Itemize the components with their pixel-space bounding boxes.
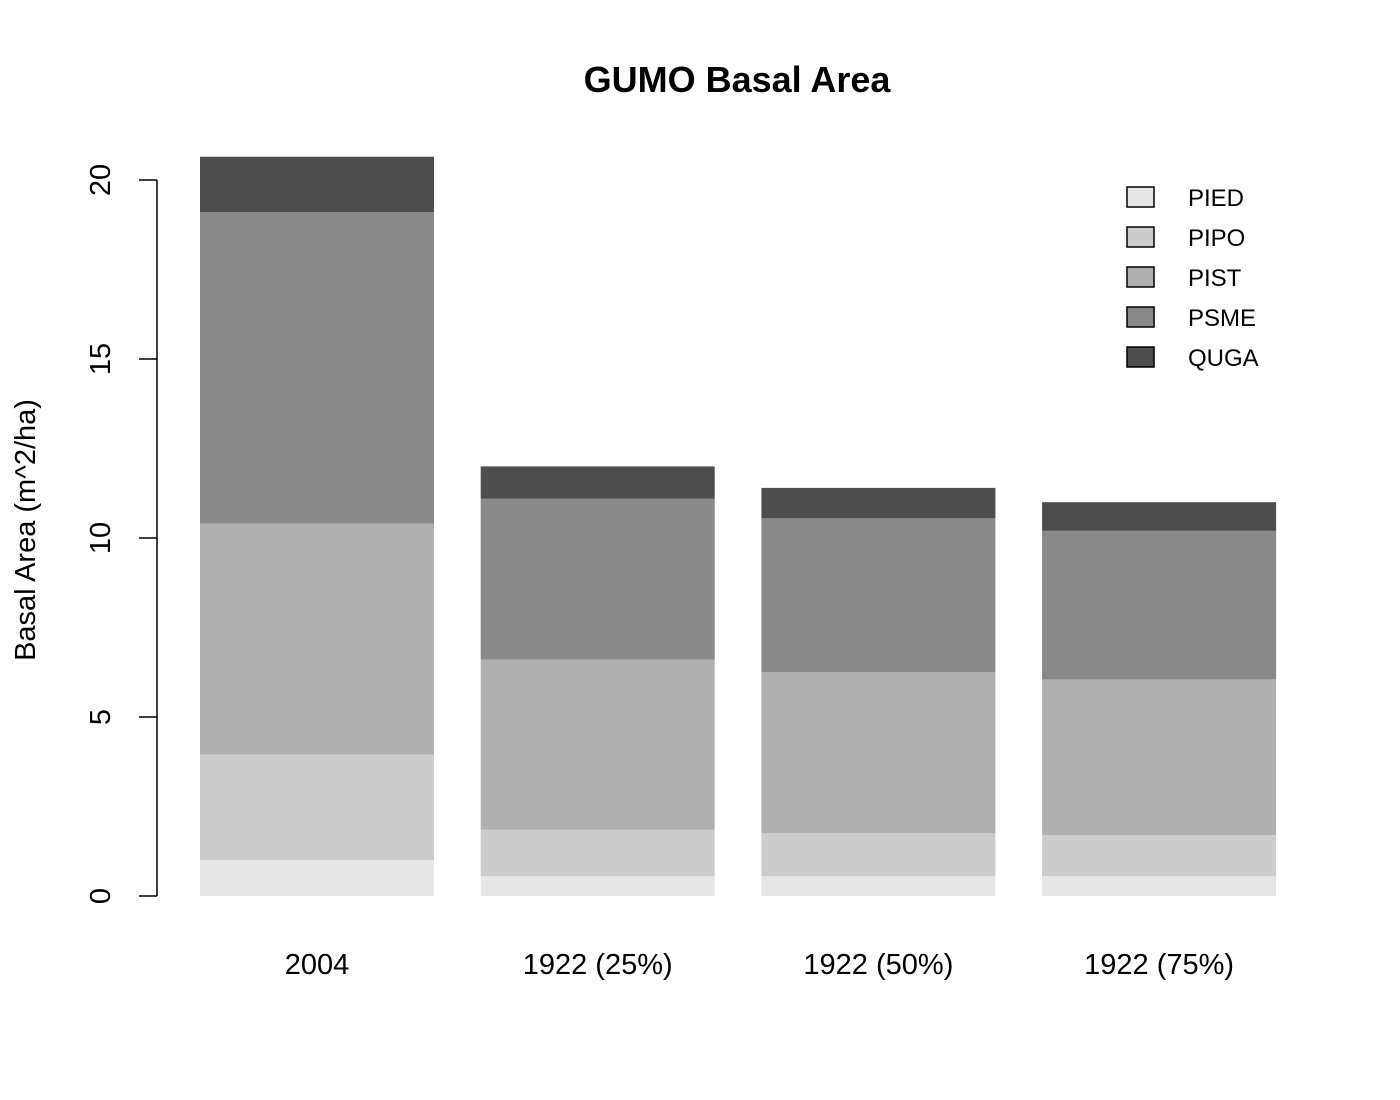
bar-segment-pist (1042, 679, 1277, 836)
bar-stack (761, 487, 996, 896)
y-axis: 0 5 10 15 20 (85, 164, 158, 904)
bar-segment-psme (1042, 530, 1277, 680)
bar-segment-pipo (200, 754, 434, 861)
legend-label: PSME (1188, 305, 1256, 332)
bar-segment-psme (480, 498, 715, 660)
bar-segment-pist (200, 523, 434, 755)
bar-segment-psme (761, 518, 996, 673)
bar-segment-pipo (761, 833, 996, 877)
bar-segment-pied (1042, 876, 1277, 896)
bar-segment-pipo (480, 829, 715, 877)
legend-item: PIPO (1126, 225, 1245, 252)
y-tick-label: 0 (85, 888, 117, 904)
x-category-label: 1922 (75%) (1084, 949, 1234, 981)
bar-segment-pied (200, 860, 434, 896)
legend-label: QUGA (1188, 345, 1259, 372)
bar-stack (1042, 502, 1277, 896)
bars (200, 156, 1277, 896)
legend-label: PIPO (1188, 225, 1245, 252)
legend-swatch (1126, 266, 1155, 288)
bar-stack (480, 466, 715, 896)
legend-swatch (1126, 186, 1155, 208)
bar-segment-pipo (1042, 835, 1277, 877)
x-category-label: 2004 (285, 949, 350, 981)
x-category-label: 1922 (25%) (523, 949, 673, 981)
legend-swatch (1126, 346, 1155, 368)
legend-item: PIST (1126, 265, 1242, 292)
legend: PIED PIPO PIST PSME QUGA (1126, 185, 1259, 372)
bar-segment-pist (480, 659, 715, 830)
y-tick-label: 5 (85, 709, 117, 725)
y-tick-label: 15 (85, 343, 117, 375)
legend-item: QUGA (1126, 345, 1259, 372)
bar-segment-quga (480, 466, 715, 499)
legend-swatch (1126, 226, 1155, 248)
y-axis-title: Basal Area (m^2/ha) (10, 399, 42, 661)
legend-label: PIST (1188, 265, 1242, 292)
legend-item: PIED (1126, 185, 1244, 212)
bar-segment-quga (761, 487, 996, 519)
bar-segment-psme (200, 212, 434, 524)
chart-title: GUMO Basal Area (584, 59, 892, 100)
legend-item: PSME (1126, 305, 1256, 332)
bar-segment-pied (480, 876, 715, 896)
bar-segment-pist (761, 672, 996, 834)
legend-label: PIED (1188, 185, 1244, 212)
legend-swatch (1126, 306, 1155, 328)
x-category-label: 1922 (50%) (803, 949, 953, 981)
bar-segment-quga (200, 156, 434, 213)
bar-segment-quga (1042, 502, 1277, 531)
bar-segment-pied (761, 876, 996, 896)
category-labels: 2004 1922 (25%) 1922 (50%) 1922 (75%) (285, 949, 1234, 981)
bar-stack (200, 156, 434, 896)
y-tick-label: 10 (85, 522, 117, 554)
y-tick-label: 20 (85, 164, 117, 196)
